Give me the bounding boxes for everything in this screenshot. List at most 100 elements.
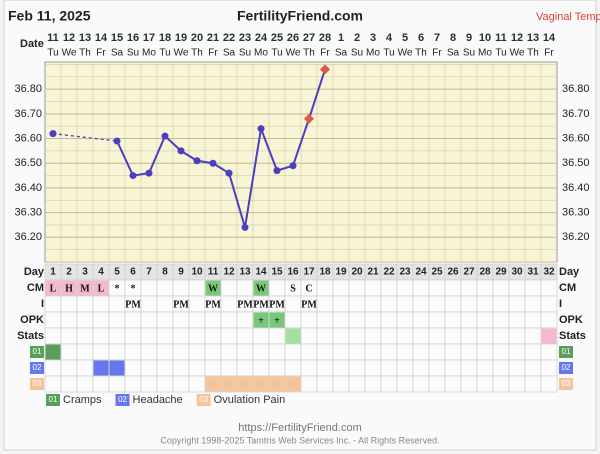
row-label: 03 — [33, 379, 42, 388]
row-label-right: Stats — [559, 330, 586, 342]
row-cell — [332, 343, 350, 361]
date-label: 9 — [466, 32, 472, 44]
row-cell — [364, 375, 382, 393]
row-cell — [460, 359, 478, 377]
date-label: 8 — [450, 32, 456, 44]
row-cell — [236, 359, 254, 377]
row-cell — [92, 311, 110, 329]
weekday-label: Mo — [478, 48, 492, 59]
cell-text: L — [50, 283, 57, 294]
cell-fill — [205, 280, 221, 296]
day-number: 24 — [415, 267, 427, 278]
y-tick-label: 36.50 — [14, 157, 42, 169]
cell-fill — [269, 312, 285, 328]
row-cell — [76, 343, 94, 361]
weekday-label: Sa — [335, 48, 348, 59]
row-cell — [348, 295, 366, 313]
footer-url: https://FertilityFriend.com — [238, 422, 361, 434]
row-cell — [332, 279, 350, 297]
row-cell — [220, 311, 238, 329]
cell-text: M — [80, 283, 90, 294]
row-cell — [540, 375, 558, 393]
day-number: 3 — [82, 267, 88, 278]
weekday-label: We — [398, 48, 413, 59]
cell-text: W — [256, 283, 266, 294]
row-cell — [380, 343, 398, 361]
row-cell — [492, 375, 510, 393]
row-badge-right — [559, 346, 573, 358]
row-label-right: 03 — [562, 379, 571, 388]
y-tick-label-right: 36.20 — [562, 231, 590, 243]
row-cell — [316, 327, 334, 345]
weekday-label: We — [174, 48, 189, 59]
row-cell — [188, 311, 206, 329]
row-label: 01 — [33, 347, 42, 356]
cell-text: W — [208, 283, 218, 294]
row-badge-right — [559, 362, 573, 374]
row-cell — [460, 343, 478, 361]
date-label: 2 — [354, 32, 360, 44]
row-cell — [172, 327, 190, 345]
date-label: 22 — [223, 32, 235, 44]
y-tick-label-right: 36.50 — [562, 157, 590, 169]
row-cell — [508, 311, 526, 329]
cell-text: PM — [301, 299, 317, 310]
cell-fill — [253, 280, 269, 296]
row-cell — [60, 359, 78, 377]
row-cell — [460, 327, 478, 345]
day-number: 21 — [367, 267, 379, 278]
day-number: 30 — [511, 267, 523, 278]
date-label: 14 — [543, 32, 556, 44]
row-cell — [332, 327, 350, 345]
row-cell — [252, 343, 270, 361]
temp-point — [145, 169, 153, 177]
weekday-label: Sa — [223, 48, 236, 59]
row-cell — [156, 359, 174, 377]
row-cell — [76, 375, 94, 393]
row-cell — [396, 327, 414, 345]
day-number: 16 — [287, 267, 299, 278]
row-cell — [396, 359, 414, 377]
row-cell — [92, 343, 110, 361]
row-cell — [540, 343, 558, 361]
row-cell — [60, 311, 78, 329]
row-cell — [476, 327, 494, 345]
row-label-right: I — [559, 298, 562, 310]
legend-code: 01 — [49, 395, 58, 404]
cell-fill — [541, 328, 557, 344]
row-cell — [396, 311, 414, 329]
day-number: 12 — [223, 267, 235, 278]
date-label: 6 — [418, 32, 424, 44]
weekday-label: We — [510, 48, 525, 59]
row-cell — [444, 359, 462, 377]
row-cell — [380, 279, 398, 297]
row-cell — [108, 295, 126, 313]
weekday-label: Mo — [142, 48, 156, 59]
cell-text: PM — [173, 299, 189, 310]
row-cell — [444, 375, 462, 393]
row-cell — [316, 359, 334, 377]
row-cell — [124, 343, 142, 361]
row-cell — [412, 359, 430, 377]
row-cell — [476, 279, 494, 297]
row-cell — [236, 311, 254, 329]
row-cell — [364, 327, 382, 345]
day-number: 23 — [399, 267, 411, 278]
symptom-cell — [93, 360, 109, 376]
row-cell — [300, 343, 318, 361]
weekday-label: Su — [351, 48, 363, 59]
site-title: FertilityFriend.com — [237, 8, 363, 24]
row-label: 02 — [33, 363, 42, 372]
row-cell — [332, 359, 350, 377]
row-cell — [284, 343, 302, 361]
row-cell — [348, 343, 366, 361]
row-cell — [124, 375, 142, 393]
row-cell — [268, 279, 286, 297]
row-cell — [124, 327, 142, 345]
row-cell — [140, 295, 158, 313]
temp-point — [241, 223, 249, 231]
weekday-label: Th — [79, 48, 91, 59]
row-cell — [476, 375, 494, 393]
cell-text: PM — [253, 299, 269, 310]
row-cell — [460, 311, 478, 329]
